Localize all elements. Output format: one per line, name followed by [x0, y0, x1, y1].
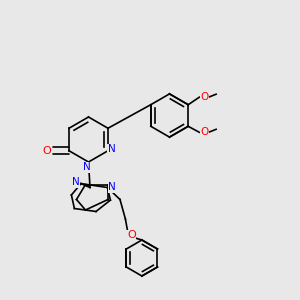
Text: O: O	[127, 230, 136, 241]
Text: N: N	[83, 162, 91, 172]
Text: N: N	[108, 144, 116, 154]
Text: N: N	[72, 177, 80, 187]
Text: N: N	[108, 182, 116, 193]
Text: O: O	[201, 92, 209, 102]
Text: O: O	[201, 127, 209, 137]
Text: O: O	[43, 146, 52, 156]
